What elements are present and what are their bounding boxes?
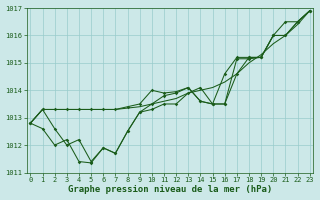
X-axis label: Graphe pression niveau de la mer (hPa): Graphe pression niveau de la mer (hPa) bbox=[68, 185, 272, 194]
